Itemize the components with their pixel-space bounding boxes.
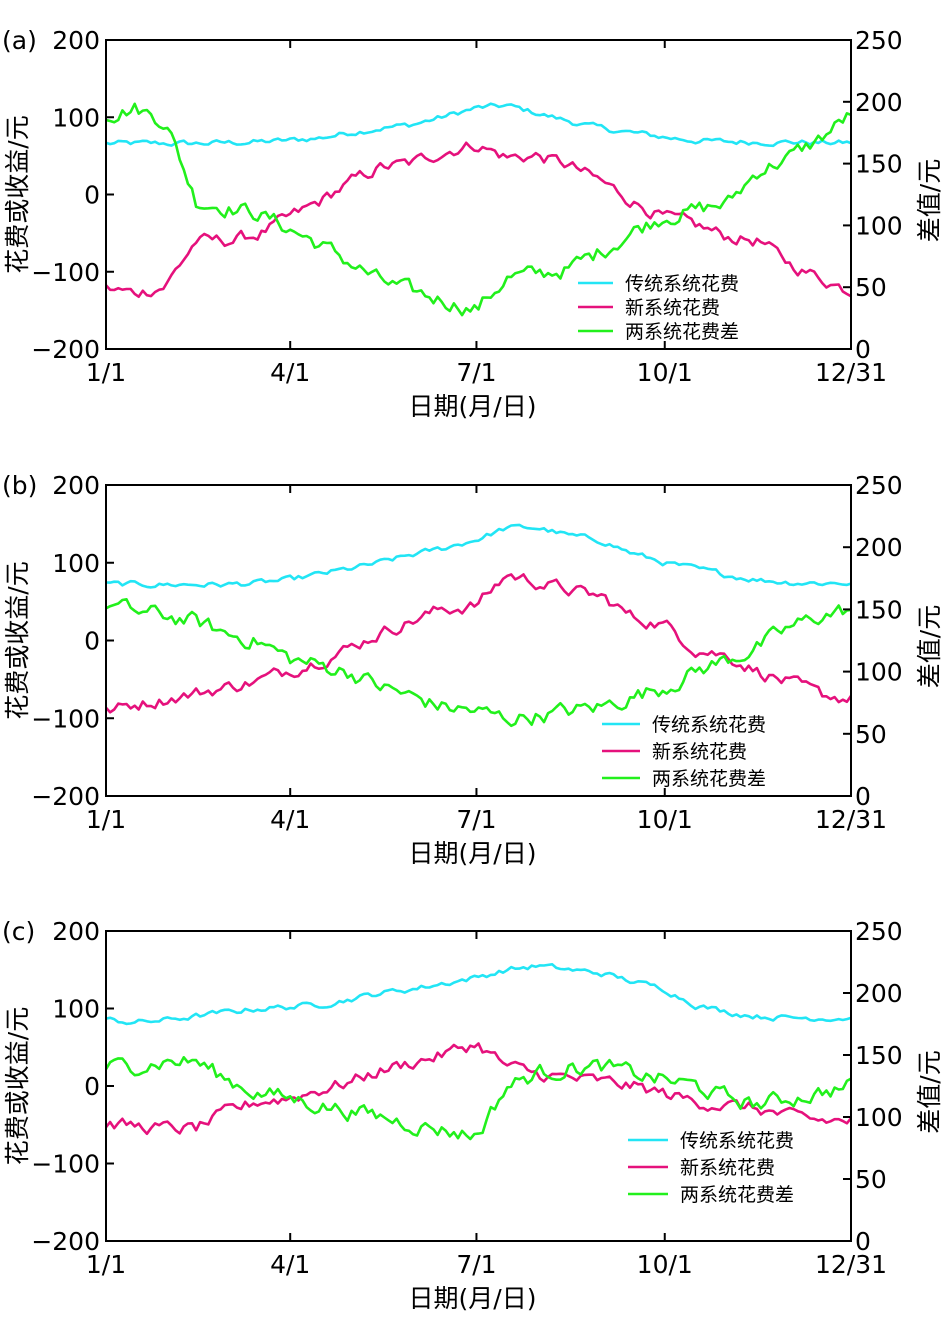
series-line	[106, 102, 851, 317]
y-tick-label-left: 100	[52, 549, 100, 578]
y-tick-label-right: 250	[855, 26, 903, 55]
y-tick-label-right: 250	[855, 917, 903, 946]
legend-label: 传统系统花费	[680, 1130, 794, 1152]
x-tick-label: 10/1	[637, 805, 693, 834]
y-tick-label-left: −100	[31, 1150, 100, 1179]
y-tick-label-right: 100	[855, 1103, 903, 1132]
y-tick-label-right: 50	[855, 720, 887, 749]
y-tick-label-right: 250	[855, 471, 903, 500]
x-tick-label: 4/1	[270, 1250, 310, 1279]
y-tick-label-left: 200	[52, 26, 100, 55]
y-tick-label-right: 150	[855, 1041, 903, 1070]
y-tick-label-right: 150	[855, 595, 903, 624]
x-tick-label: 7/1	[456, 805, 496, 834]
series-line	[106, 1042, 851, 1136]
x-axis-label: 日期(月/日)	[409, 392, 537, 421]
x-tick-label: 12/31	[815, 358, 887, 387]
panel-label: (b)	[2, 471, 37, 500]
y-tick-label-left: 0	[84, 1072, 100, 1101]
chart-panel: 1/1 4/1 7/1 10/1 12/31 −200 −100 0 100 200 0 50 100 1…	[2, 471, 943, 868]
x-tick-label: 10/1	[637, 1250, 693, 1279]
x-axis-label: 日期(月/日)	[409, 839, 537, 868]
x-tick-label: 1/1	[86, 805, 126, 834]
y-tick-label-left: 0	[84, 181, 100, 210]
legend-label: 两系统花费差	[652, 768, 766, 790]
y-tick-label-right: 150	[855, 150, 903, 179]
y-tick-label-right: 100	[855, 658, 903, 687]
x-tick-label: 10/1	[637, 358, 693, 387]
y-tick-label-right: 200	[855, 979, 903, 1008]
x-tick-label: 7/1	[456, 1250, 496, 1279]
y-tick-label-right: 50	[855, 273, 887, 302]
y-tick-label-left: −200	[31, 335, 100, 364]
y-axis-label-left: 花费或收益/元	[3, 561, 32, 719]
legend-label: 两系统花费差	[625, 321, 739, 343]
y-tick-label-left: −100	[31, 258, 100, 287]
y-axis-label-right: 差值/元	[915, 1050, 943, 1133]
panel-label: (a)	[2, 26, 37, 55]
y-tick-label-left: 100	[52, 103, 100, 132]
legend-label: 新系统花费	[625, 297, 720, 319]
legend-label: 两系统花费差	[680, 1184, 794, 1206]
legend-label: 传统系统花费	[625, 273, 739, 295]
x-axis-label: 日期(月/日)	[409, 1284, 537, 1313]
y-tick-label-left: −200	[31, 1227, 100, 1256]
y-tick-label-right: 0	[855, 1227, 871, 1256]
legend-label: 新系统花费	[680, 1157, 775, 1179]
y-axis-label-right: 差值/元	[915, 159, 943, 242]
x-tick-label: 1/1	[86, 358, 126, 387]
y-axis-label-left: 花费或收益/元	[3, 1007, 32, 1165]
panel-label: (c)	[2, 917, 35, 946]
x-tick-label: 1/1	[86, 1250, 126, 1279]
series-line	[106, 573, 851, 714]
y-tick-label-left: −100	[31, 704, 100, 733]
y-tick-label-right: 0	[855, 782, 871, 811]
legend-label: 传统系统花费	[652, 714, 766, 736]
x-tick-label: 12/31	[815, 805, 887, 834]
series-line	[106, 141, 851, 299]
series-line	[106, 597, 851, 728]
series-line	[106, 1056, 851, 1141]
series-line	[106, 523, 851, 589]
x-tick-label: 12/31	[815, 1250, 887, 1279]
y-axis-label-right: 差值/元	[915, 605, 943, 688]
series-line	[106, 102, 851, 148]
y-tick-label-left: 200	[52, 471, 100, 500]
legend-label: 新系统花费	[652, 741, 747, 763]
series-line	[106, 962, 851, 1026]
y-tick-label-left: 0	[84, 627, 100, 656]
x-tick-label: 7/1	[456, 358, 496, 387]
y-axis-label-left: 花费或收益/元	[3, 115, 32, 273]
plot-frame	[105, 39, 852, 350]
y-tick-label-right: 0	[855, 335, 871, 364]
chart-panel: 1/1 4/1 7/1 10/1 12/31 −200 −100 0 100 200 0 50 100 1…	[2, 26, 943, 421]
y-tick-label-right: 50	[855, 1165, 887, 1194]
x-tick-label: 4/1	[270, 358, 310, 387]
y-tick-label-left: 100	[52, 995, 100, 1024]
y-tick-label-left: −200	[31, 782, 100, 811]
y-tick-label-right: 200	[855, 88, 903, 117]
y-tick-label-left: 200	[52, 917, 100, 946]
chart-panel: 1/1 4/1 7/1 10/1 12/31 −200 −100 0 100 200 0 50 100 1…	[2, 917, 943, 1313]
y-tick-label-right: 200	[855, 533, 903, 562]
y-tick-label-right: 100	[855, 211, 903, 240]
x-tick-label: 4/1	[270, 805, 310, 834]
